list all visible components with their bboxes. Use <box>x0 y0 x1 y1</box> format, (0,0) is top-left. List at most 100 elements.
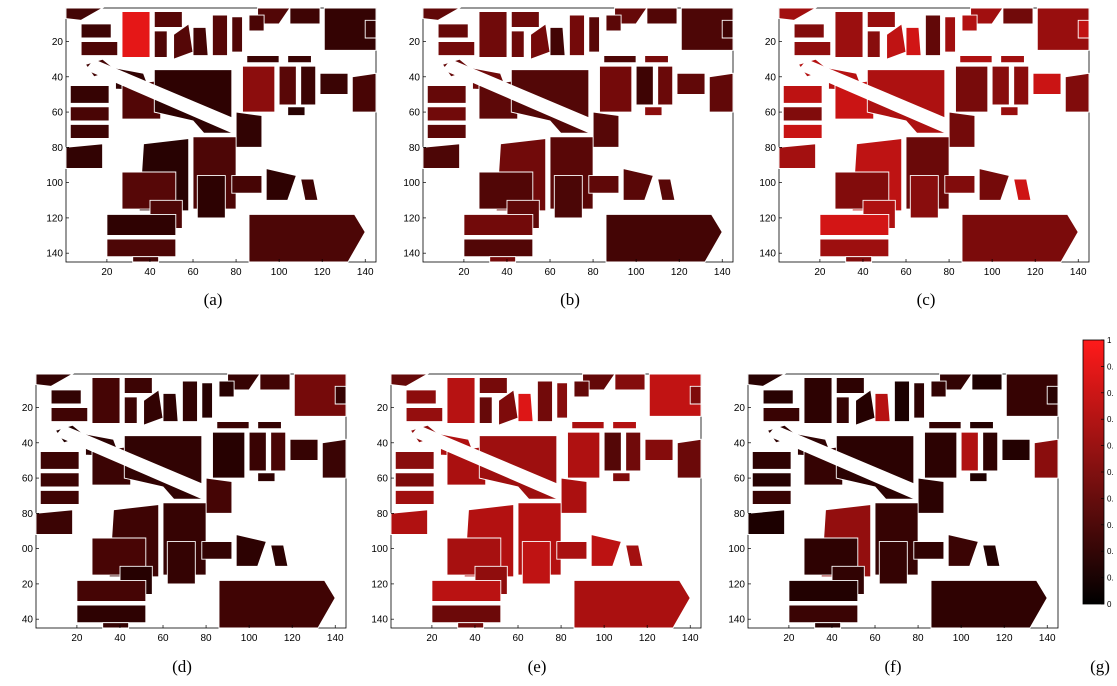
y-tick-label-d-4: 00 <box>22 544 34 555</box>
field-f-35 <box>878 541 908 585</box>
x-tick-label-b-1: 40 <box>501 267 513 278</box>
field-e-26 <box>676 438 702 479</box>
caption-c: (c) <box>916 290 936 309</box>
field-e-28 <box>612 421 637 430</box>
field-d-13 <box>218 380 235 398</box>
field-e-42 <box>457 622 485 629</box>
y-tick-label-f-3: 80 <box>734 509 746 520</box>
x-tick-label-a-2: 60 <box>187 267 199 278</box>
field-c-24 <box>1013 65 1030 106</box>
x-tick-label-d-0: 20 <box>71 633 83 644</box>
field-b-42 <box>489 256 517 263</box>
field-d-43 <box>218 579 336 629</box>
field-b-28 <box>644 55 669 64</box>
field-c-18 <box>782 106 823 122</box>
field-e-1 <box>405 389 437 405</box>
x-tick-label-c-1: 40 <box>857 267 869 278</box>
field-f-24 <box>982 431 999 472</box>
y-tick-label-c-1: 40 <box>765 72 777 83</box>
field-d-12 <box>293 373 347 417</box>
field-d-14 <box>334 385 347 405</box>
field-c-2 <box>793 41 832 57</box>
field-a-40 <box>106 213 177 236</box>
field-c-22 <box>955 65 989 113</box>
y-tick-label-b-1: 40 <box>409 72 421 83</box>
y-tick-label-d-5: 20 <box>22 579 34 590</box>
field-b-24 <box>657 65 674 106</box>
x-tick-label-c-5: 120 <box>1027 267 1044 278</box>
field-b-33 <box>422 143 461 169</box>
field-f-40 <box>788 579 859 602</box>
field-d-24 <box>270 431 287 472</box>
field-a-4 <box>153 11 183 28</box>
field-d-23 <box>248 431 267 472</box>
field-d-7 <box>162 392 179 423</box>
field-c-13 <box>961 14 978 32</box>
y-tick-label-f-0: 20 <box>734 403 746 414</box>
field-b-35 <box>553 175 583 219</box>
y-tick-label-a-1: 40 <box>52 72 64 83</box>
heatmap-panel-c: 20 40 60 80 100 120 140 20 40 60 80 100 120 140 <box>743 0 1098 320</box>
y-tick-label-c-6: 140 <box>759 249 776 260</box>
field-c-4 <box>866 11 896 28</box>
field-f-7 <box>874 392 891 423</box>
field-e-30 <box>560 477 588 514</box>
field-b-38 <box>657 178 676 201</box>
field-b-26 <box>708 72 734 113</box>
field-c-35 <box>909 175 939 219</box>
field-f-25 <box>1001 438 1031 461</box>
road-c <box>798 59 950 136</box>
y-tick-label-a-6: 140 <box>46 249 63 260</box>
field-d-9 <box>201 382 213 419</box>
y-tick-label-b-4: 100 <box>403 178 420 189</box>
heatmap-b-svg: 20 40 60 80 100 120 140 20 40 60 80 100 120 140 <box>403 7 734 278</box>
field-c-12 <box>1036 7 1090 51</box>
field-b-25 <box>676 72 706 95</box>
heatmap-a-svg: 20 40 60 80 100 120 140 20 40 60 80 100 120 140 <box>46 7 377 278</box>
field-f-19 <box>751 489 792 505</box>
field-d-1 <box>50 389 82 405</box>
field-e-23 <box>603 431 622 472</box>
field-c-42 <box>845 256 873 263</box>
colorbar-tick-label-5: 0. <box>1107 468 1114 477</box>
field-d-35 <box>166 541 196 585</box>
field-c-25 <box>1032 72 1062 95</box>
field-f-29 <box>969 472 988 483</box>
field-e-35 <box>521 541 551 585</box>
field-f-9 <box>913 382 925 419</box>
field-d-30 <box>205 477 233 514</box>
field-a-11 <box>289 7 321 25</box>
x-tick-label-a-1: 40 <box>144 267 156 278</box>
field-f-38 <box>982 544 1001 567</box>
field-a-41 <box>106 238 177 258</box>
field-b-22 <box>599 65 633 113</box>
field-a-1 <box>80 23 112 39</box>
x-tick-label-f-3: 80 <box>913 633 925 644</box>
x-tick-label-a-4: 100 <box>271 267 288 278</box>
field-f-11 <box>971 373 1003 391</box>
field-d-8 <box>181 380 198 423</box>
colorbar-tick-label-3: 0. <box>1107 415 1114 424</box>
field-f-1 <box>762 389 794 405</box>
field-d-40 <box>76 579 147 602</box>
field-b-2 <box>437 41 476 57</box>
field-d-11 <box>259 373 291 391</box>
y-tick-label-c-0: 20 <box>765 37 777 48</box>
field-f-3 <box>803 377 833 424</box>
field-d-4 <box>123 377 153 394</box>
field-e-14 <box>689 385 702 405</box>
field-d-27 <box>216 421 250 430</box>
y-tick-label-f-1: 40 <box>734 438 746 449</box>
y-tick-label-e-0: 20 <box>377 403 389 414</box>
field-b-40 <box>463 213 534 236</box>
field-a-3 <box>121 11 151 58</box>
y-tick-label-c-4: 100 <box>759 178 776 189</box>
field-b-9 <box>588 16 600 53</box>
colorbar-tick-label-6: 0. <box>1107 494 1114 503</box>
field-d-28 <box>257 421 282 430</box>
y-tick-label-b-3: 80 <box>409 143 421 154</box>
field-f-30 <box>917 477 945 514</box>
field-a-24 <box>300 65 317 106</box>
field-e-43 <box>573 579 691 629</box>
field-c-11 <box>1002 7 1034 25</box>
